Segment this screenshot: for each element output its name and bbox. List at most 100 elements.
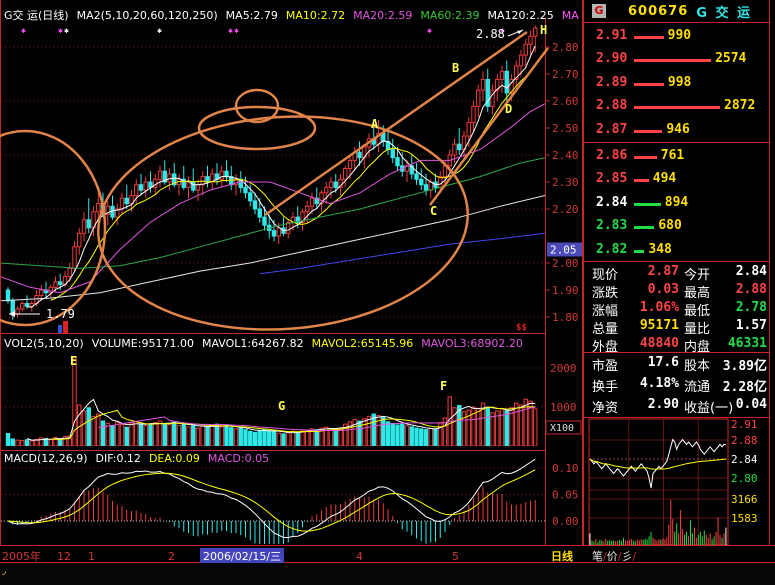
level-volume-bar bbox=[634, 156, 657, 159]
price-axis-gutter: 2.80 2.70 2.60 2.50 2.40 2.30 2.20 2.00 1.90 1.80… bbox=[545, 41, 582, 528]
svg-text:✱: ✱ bbox=[427, 26, 432, 35]
svg-text:1.79: 1.79 bbox=[46, 307, 75, 321]
axis-month-label: 1 bbox=[88, 550, 95, 563]
header-item: MA60:2.39 bbox=[420, 9, 480, 22]
svg-text:X100: X100 bbox=[550, 423, 574, 434]
mavol-lines-layer bbox=[26, 398, 536, 441]
level-volume: 990 bbox=[667, 28, 692, 43]
header-item: DEA:0.09 bbox=[148, 452, 200, 465]
header-item: DIF:0.12 bbox=[95, 452, 141, 465]
svg-text:2000: 2000 bbox=[550, 362, 577, 375]
volume-bars-layer bbox=[5, 356, 538, 446]
level-volume-bar bbox=[634, 249, 645, 253]
buy-level-row[interactable]: 2.86 761 bbox=[584, 145, 769, 168]
buy-level-row[interactable]: 2.82 348 bbox=[584, 239, 769, 262]
svg-text:G: G bbox=[278, 399, 285, 413]
sell-level-row[interactable]: 2.91 990 bbox=[584, 25, 769, 48]
tab-1[interactable]: 笔 bbox=[592, 550, 603, 563]
level-price: 2.84 bbox=[596, 194, 628, 210]
sell-level-row[interactable]: 2.88 2872 bbox=[584, 95, 769, 118]
level-price: 2.87 bbox=[596, 121, 628, 137]
level-price: 2.86 bbox=[596, 148, 628, 163]
tab-2[interactable]: 价 bbox=[606, 550, 618, 563]
svg-text:2.30: 2.30 bbox=[552, 176, 579, 189]
level-volume: 761 bbox=[660, 148, 685, 163]
bottom-tabs[interactable]: 笔∕价∕彡∕ bbox=[592, 548, 636, 564]
svg-text:1.90: 1.90 bbox=[552, 284, 579, 297]
info-row: 涨幅 1.06% 最低 2.78 bbox=[592, 300, 767, 319]
svg-text:2.20: 2.20 bbox=[552, 203, 579, 216]
info-row: 外盘 48840 内盘 46331 bbox=[592, 336, 767, 355]
svg-text:2.88: 2.88 bbox=[731, 434, 758, 447]
svg-text:2.60: 2.60 bbox=[552, 95, 579, 108]
level-price: 2.91 bbox=[596, 28, 628, 43]
level-volume: 946 bbox=[666, 121, 690, 137]
header-item: MA120:2.25 bbox=[487, 9, 554, 22]
level-volume: 894 bbox=[664, 194, 689, 210]
header-item: MA10:2.72 bbox=[285, 9, 346, 22]
svg-text:0.00: 0.00 bbox=[552, 515, 579, 528]
level-volume-bar bbox=[634, 179, 649, 183]
axis-month-label: 2 bbox=[168, 550, 175, 563]
info-row: 涨跌 0.03 最高 2.88 bbox=[592, 282, 767, 301]
pane-frames bbox=[0, 0, 583, 545]
annotation-ellipses bbox=[0, 30, 549, 331]
level-volume: 2872 bbox=[724, 98, 756, 114]
macd-pane-header: MACD(12,26,9) DIF:0.12 DEA:0.09 MACD:0.05 bbox=[4, 452, 277, 465]
axis-month-label: 5 bbox=[452, 550, 459, 563]
svg-text:✱: ✱ bbox=[21, 26, 26, 35]
level-volume: 348 bbox=[648, 241, 672, 257]
svg-text:H: H bbox=[540, 23, 547, 37]
buy-level-row[interactable]: 2.85 494 bbox=[584, 168, 769, 191]
tab-3[interactable]: 彡 bbox=[621, 550, 633, 563]
level-volume: 494 bbox=[652, 171, 677, 187]
header-item: MAVOL3:68902.20 bbox=[421, 337, 523, 350]
header-item: MAVOL1:64267.82 bbox=[201, 337, 304, 350]
svg-text:✱: ✱ bbox=[500, 26, 505, 35]
level-volume-bar bbox=[634, 202, 661, 206]
intraday-mini-chart[interactable]: 2.91 2.88 2.84 2.80 3166 1583 bbox=[584, 418, 770, 545]
level-volume: 680 bbox=[658, 218, 682, 234]
info-row: 总量 95171 量比 1.57 bbox=[592, 318, 767, 337]
tab-separator: ∕ bbox=[632, 550, 637, 563]
sell-level-row[interactable]: 2.87 946 bbox=[584, 119, 769, 142]
svg-text:2.88: 2.88 bbox=[476, 27, 505, 41]
svg-text:C: C bbox=[430, 204, 437, 218]
selected-date-badge[interactable]: 2006/02/15/三 bbox=[200, 548, 285, 564]
svg-text:A: A bbox=[371, 117, 379, 131]
svg-text:0.05: 0.05 bbox=[552, 489, 579, 502]
sell-level-row[interactable]: 2.89 998 bbox=[584, 72, 769, 95]
header-item: VOL2(5,10,20) bbox=[4, 337, 84, 350]
header-item: MACD(12,26,9) bbox=[4, 452, 88, 465]
info-row: 现价 2.87 今开 2.84 bbox=[592, 264, 767, 283]
svg-text:2.91: 2.91 bbox=[731, 418, 758, 431]
level-volume-bar bbox=[634, 129, 663, 133]
svg-text:2.70: 2.70 bbox=[552, 68, 579, 81]
stock-logo-icon: G bbox=[592, 4, 606, 18]
svg-text:✱: ✱ bbox=[64, 26, 69, 35]
tab-separator: ∕ bbox=[603, 550, 607, 563]
svg-text:2.84: 2.84 bbox=[731, 453, 758, 466]
sell-level-row[interactable]: 2.90 2574 bbox=[584, 48, 769, 71]
buy-level-row[interactable]: 2.83 680 bbox=[584, 215, 769, 238]
buy-level-row[interactable]: 2.84 894 bbox=[584, 192, 769, 215]
ma-lines-layer bbox=[1, 45, 545, 308]
macd-lines-layer bbox=[7, 458, 536, 538]
stock-code: 600676 bbox=[628, 3, 689, 19]
svg-text:✱: ✱ bbox=[58, 26, 63, 35]
header-item: MAVOL2:65145.96 bbox=[311, 337, 414, 350]
header-item: VOLUME:95171.00 bbox=[91, 337, 194, 350]
volume-pane-header: VOL2(5,10,20) VOLUME:95171.00 MAVOL1:64267… bbox=[4, 337, 531, 350]
tab-daily-period[interactable]: 日线 bbox=[551, 550, 573, 563]
header-item: MACD:0.05 bbox=[207, 452, 270, 465]
level-volume: 2574 bbox=[715, 51, 747, 67]
level-volume-bar bbox=[634, 106, 720, 110]
level-volume: 998 bbox=[667, 74, 692, 90]
stock-name: G 交 运 bbox=[696, 5, 753, 21]
stock-title-bar[interactable]: G 600676 G 交 运 bbox=[584, 0, 769, 22]
svg-text:1000: 1000 bbox=[550, 401, 577, 414]
svg-text:3166: 3166 bbox=[731, 493, 758, 506]
